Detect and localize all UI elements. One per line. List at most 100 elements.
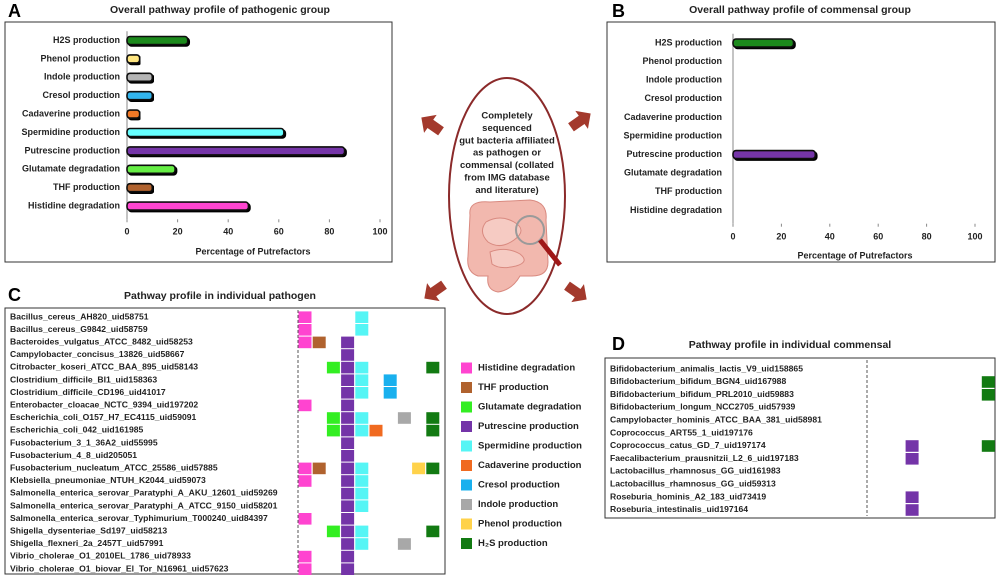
x-tick-label: 40 bbox=[825, 231, 835, 241]
cell bbox=[298, 399, 312, 412]
cell bbox=[355, 337, 368, 349]
cell bbox=[398, 400, 411, 412]
bar bbox=[126, 127, 285, 138]
center-text: and literature) bbox=[475, 185, 538, 196]
cell bbox=[313, 563, 326, 575]
cell bbox=[956, 389, 969, 401]
panel-frame bbox=[4, 307, 446, 575]
cell bbox=[299, 374, 312, 386]
cell bbox=[327, 437, 340, 449]
row-label: Fusobacterium_3_1_36A2_uid55995 bbox=[10, 437, 158, 447]
cell bbox=[398, 513, 411, 525]
cell bbox=[931, 389, 944, 401]
cell bbox=[341, 525, 355, 538]
cell bbox=[341, 450, 355, 462]
cell bbox=[944, 402, 957, 414]
cell bbox=[426, 349, 439, 361]
cell bbox=[412, 425, 425, 437]
cell bbox=[299, 425, 312, 437]
cell bbox=[298, 311, 312, 323]
center-graphic bbox=[448, 77, 566, 315]
category-label: Putrescine production bbox=[24, 145, 120, 155]
cell bbox=[355, 437, 368, 449]
cell bbox=[341, 336, 355, 349]
legend-swatch bbox=[461, 499, 472, 510]
cell bbox=[426, 387, 439, 399]
cell bbox=[944, 479, 957, 491]
cell bbox=[412, 400, 425, 412]
row-label: Lactobacillus_rhamnosus_GG_uid59313 bbox=[610, 478, 776, 488]
cell bbox=[327, 337, 340, 349]
cell bbox=[355, 400, 368, 412]
cell bbox=[426, 324, 439, 336]
cell bbox=[313, 513, 326, 525]
cell bbox=[298, 550, 312, 563]
bar bbox=[732, 38, 795, 48]
category-label: H2S production bbox=[53, 35, 120, 45]
center-text: from IMG database bbox=[464, 173, 550, 184]
cell bbox=[298, 513, 312, 525]
cell bbox=[956, 453, 969, 465]
cell bbox=[327, 488, 340, 500]
cell bbox=[313, 500, 326, 512]
cell bbox=[327, 450, 340, 462]
cell bbox=[412, 551, 425, 563]
category-label: Spermidine production bbox=[21, 127, 120, 137]
cell bbox=[313, 324, 326, 336]
legend-swatch bbox=[461, 518, 472, 530]
cell bbox=[313, 425, 326, 437]
cell bbox=[397, 412, 411, 424]
cell bbox=[398, 488, 411, 500]
category-label: Cresol production bbox=[644, 93, 722, 103]
cell bbox=[969, 363, 982, 375]
cell bbox=[918, 402, 931, 414]
cell bbox=[426, 500, 439, 512]
cell bbox=[918, 466, 931, 478]
x-tick-label: 20 bbox=[776, 231, 786, 241]
cell bbox=[398, 437, 411, 449]
cell bbox=[341, 399, 355, 412]
cell bbox=[384, 362, 397, 374]
panel-frame bbox=[606, 21, 996, 263]
cell bbox=[313, 526, 326, 538]
cell bbox=[299, 538, 312, 550]
bar bbox=[126, 146, 346, 156]
cell bbox=[327, 374, 340, 386]
cell bbox=[412, 387, 425, 399]
row-label: Klebsiella_pneumoniae_NTUH_K2044_uid5907… bbox=[10, 475, 206, 485]
cell bbox=[355, 311, 369, 323]
cell bbox=[398, 324, 411, 336]
cell bbox=[944, 363, 957, 375]
cell bbox=[299, 362, 312, 374]
cell bbox=[299, 450, 312, 462]
cell bbox=[893, 363, 906, 375]
cell bbox=[398, 387, 411, 399]
cell bbox=[868, 402, 881, 414]
cell bbox=[398, 362, 411, 374]
cell bbox=[326, 525, 340, 538]
cell bbox=[918, 479, 931, 491]
row-label: Bacillus_cereus_G9842_uid58759 bbox=[10, 324, 148, 334]
cell bbox=[384, 437, 397, 449]
cell bbox=[327, 349, 340, 361]
row-label: Clostridium_difficile_BI1_uid158363 bbox=[10, 374, 157, 384]
cell bbox=[956, 376, 969, 388]
cell bbox=[299, 500, 312, 512]
cell bbox=[982, 415, 995, 427]
row-label: Roseburia_intestinalis_uid197164 bbox=[610, 504, 748, 514]
cell bbox=[880, 376, 893, 388]
cell bbox=[868, 466, 881, 478]
bar bbox=[732, 149, 817, 160]
cell bbox=[868, 504, 881, 516]
cell bbox=[982, 491, 995, 503]
cell bbox=[355, 374, 369, 386]
cell bbox=[341, 538, 355, 550]
cell bbox=[412, 362, 425, 374]
cell bbox=[370, 463, 383, 475]
cell bbox=[893, 479, 906, 491]
cell bbox=[384, 551, 397, 563]
cell bbox=[944, 491, 957, 503]
cell bbox=[944, 389, 957, 401]
cell bbox=[412, 488, 425, 500]
panel-title: Overall pathway profile of commensal gro… bbox=[689, 4, 911, 16]
